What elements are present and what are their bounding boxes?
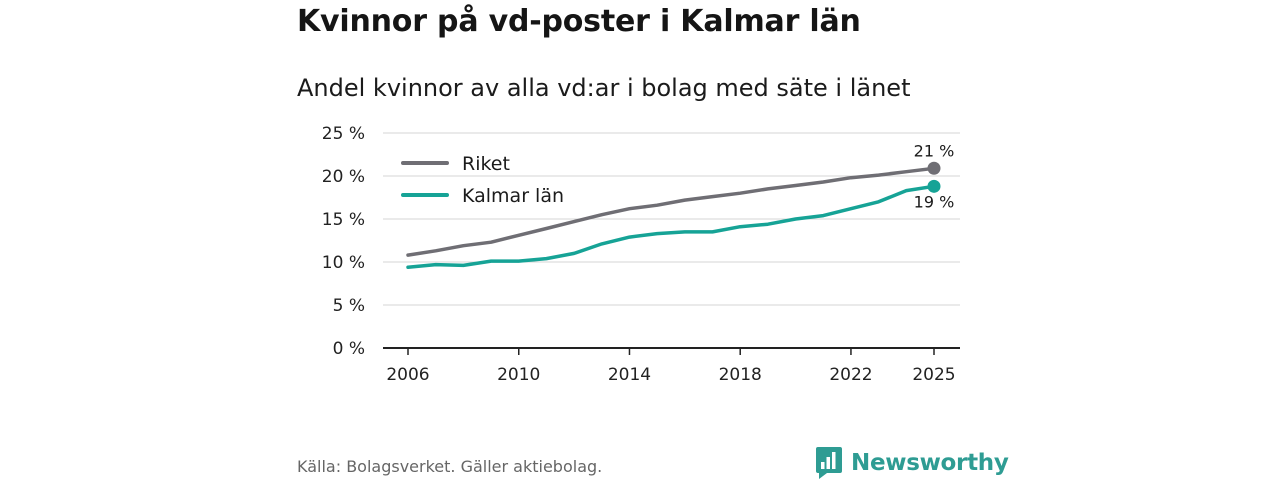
y-tick-label: 20 % bbox=[322, 167, 365, 187]
x-tick-label: 2014 bbox=[608, 365, 651, 385]
y-tick-label: 25 % bbox=[322, 124, 365, 144]
newsworthy-icon bbox=[816, 447, 842, 479]
x-axis: 2006 2010 2014 2018 2022 2025 bbox=[383, 347, 960, 385]
newsworthy-logo: Newsworthy bbox=[815, 446, 1009, 480]
chart-subtitle: Andel kvinnor av alla vd:ar i bolag med … bbox=[297, 74, 911, 102]
y-tick-label: 10 % bbox=[322, 253, 365, 273]
x-tick-label: 2010 bbox=[497, 365, 540, 385]
series-line-riket bbox=[406, 166, 936, 257]
x-tick-label: 2022 bbox=[829, 365, 872, 385]
source-note: Källa: Bolagsverket. Gäller aktiebolag. bbox=[297, 457, 603, 476]
series-end-marker bbox=[927, 161, 941, 175]
legend-label: Riket bbox=[462, 153, 510, 175]
x-tick-label: 2025 bbox=[912, 365, 955, 385]
series-line-kalmar bbox=[406, 184, 936, 269]
y-axis: 0 % 5 % 10 % 15 % 20 % 25 % bbox=[322, 124, 365, 359]
y-tick-label: 15 % bbox=[322, 210, 365, 230]
series: 21 % 19 % bbox=[406, 141, 955, 269]
series-end-marker bbox=[927, 179, 941, 193]
x-tick-label: 2006 bbox=[386, 365, 429, 385]
brand-name: Newsworthy bbox=[851, 450, 1009, 476]
y-tick-label: 5 % bbox=[333, 296, 365, 316]
x-tick-label: 2018 bbox=[719, 365, 762, 385]
legend-label: Kalmar län bbox=[462, 185, 564, 207]
y-tick-label: 0 % bbox=[333, 339, 365, 359]
chart-title: Kvinnor på vd-poster i Kalmar län bbox=[297, 4, 861, 39]
end-value-label: 19 % bbox=[914, 192, 955, 211]
end-value-label: 21 % bbox=[914, 141, 955, 160]
legend: Riket Kalmar län bbox=[401, 153, 564, 207]
